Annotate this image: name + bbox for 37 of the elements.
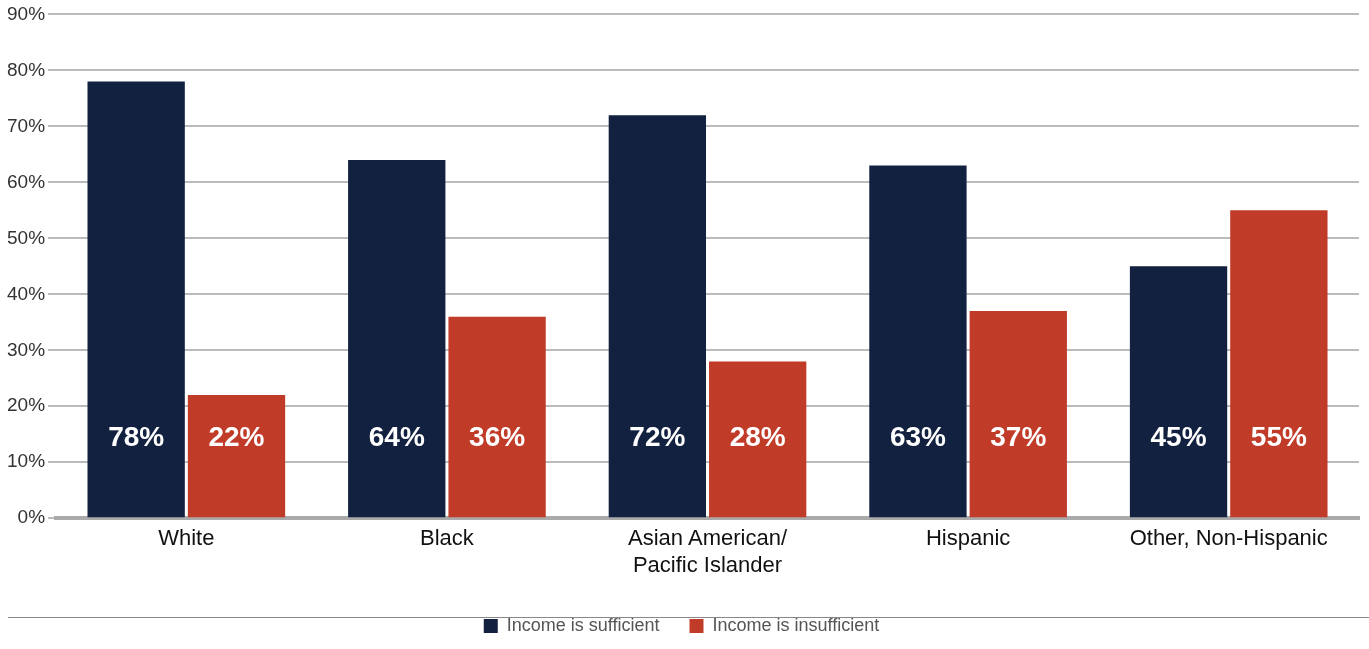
bar [869, 165, 967, 518]
data-label: 22% [208, 420, 265, 452]
y-tick-label: 70% [7, 114, 46, 136]
data-label: 63% [889, 420, 947, 452]
x-tick-label: Asian American/ Pacific Islander [628, 525, 788, 577]
data-label: 72% [629, 420, 686, 452]
bar [448, 316, 546, 518]
legend-label: Income is sufficient [506, 614, 660, 635]
bar [1129, 266, 1228, 518]
data-label: 64% [368, 420, 425, 452]
y-tick-label: 10% [7, 450, 46, 472]
bar [87, 81, 185, 518]
data-label: 55% [1250, 420, 1307, 452]
y-tick-label: 0% [17, 506, 46, 528]
data-label: 37% [990, 420, 1047, 452]
y-tick-label: 60% [7, 170, 46, 192]
bar [348, 159, 446, 518]
x-tick-label: Hispanic [925, 525, 1011, 551]
y-tick-label: 80% [7, 58, 46, 80]
bar [187, 395, 286, 518]
y-tick-label: 90% [7, 2, 46, 24]
legend-label: Income is insufficient [712, 614, 880, 635]
data-label: 36% [469, 420, 526, 452]
data-label: 78% [108, 420, 165, 452]
bar [969, 311, 1067, 518]
y-tick-label: 40% [7, 282, 46, 304]
y-tick-label: 30% [7, 338, 46, 360]
data-label: 45% [1150, 420, 1207, 452]
y-tick-label: 50% [7, 226, 46, 248]
bar [709, 361, 807, 518]
y-tick-label: 20% [7, 394, 46, 416]
bar [608, 115, 707, 518]
x-tick-label: Other, Non-Hispanic [1129, 525, 1328, 551]
bar [1230, 210, 1328, 518]
data-label: 28% [729, 420, 786, 452]
x-tick-label: White [158, 525, 215, 551]
x-tick-label: Black [420, 525, 475, 551]
